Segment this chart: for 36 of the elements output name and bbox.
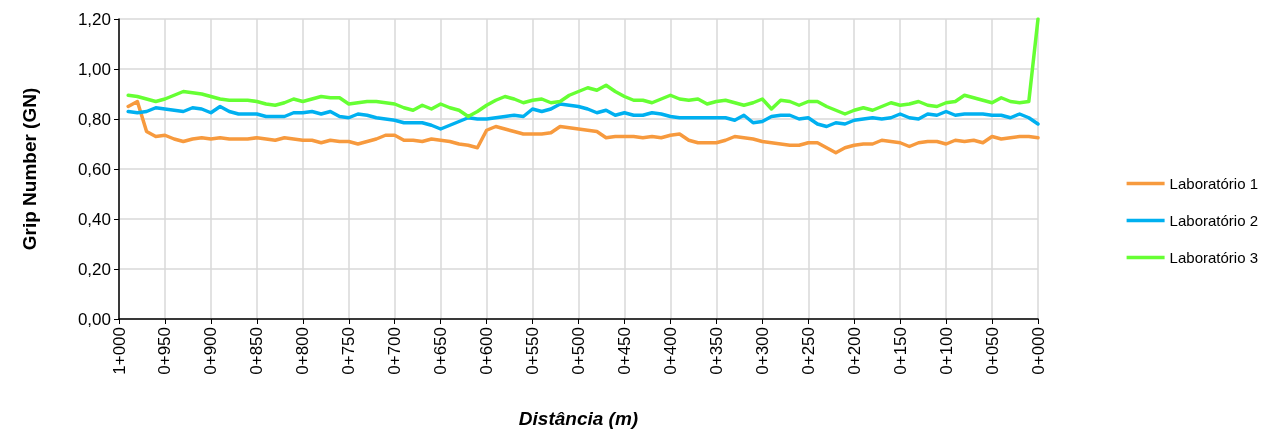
x-tick-label: 0+500: [569, 327, 588, 375]
x-tick-label: 0+300: [752, 327, 772, 375]
x-tick-label: 0+050: [982, 327, 1002, 375]
legend-label: Laboratório 3: [1169, 249, 1259, 266]
y-tick-label: 0,00: [77, 309, 111, 329]
x-tick-label: 0+150: [890, 327, 910, 375]
legend-label: Laboratório 2: [1169, 212, 1259, 229]
line-series: [126, 102, 1040, 131]
legend-label: Laboratório 1: [1169, 175, 1259, 192]
x-tick-label: 0+400: [660, 327, 680, 375]
x-tick-label: 0+450: [614, 327, 634, 375]
x-tick-label: 0+650: [431, 327, 451, 375]
x-tick-label: 0+550: [523, 327, 543, 375]
x-tick-label: 0+700: [385, 327, 405, 375]
x-tick-label: 0+900: [201, 327, 221, 375]
x-tick-label: 0+350: [706, 327, 726, 375]
y-axis-title: Grip Number (GN): [19, 87, 40, 251]
y-tick-label: 0,20: [77, 259, 111, 279]
x-tick-label: 0+200: [844, 327, 864, 375]
y-tick-label: 0,40: [77, 209, 111, 229]
y-tick-label: 1,00: [77, 59, 111, 79]
x-tick-label: 0+000: [1028, 327, 1048, 375]
y-tick-label: 1,20: [77, 9, 111, 29]
line-series: [126, 17, 1040, 119]
y-tick-label: 0,60: [77, 159, 111, 179]
x-tick-label: 0+800: [293, 327, 313, 375]
line-series: [126, 99, 1040, 155]
x-tick-label: 0+750: [339, 327, 359, 375]
x-tick-label: 0+250: [798, 327, 818, 375]
x-tick-label: 0+600: [477, 327, 497, 375]
x-tick-label: 1+000: [109, 327, 129, 375]
x-tick-label: 0+100: [936, 327, 956, 375]
x-tick-label: 0+850: [247, 327, 267, 375]
y-tick-label: 0,80: [77, 109, 111, 129]
x-tick-label: 0+950: [155, 327, 175, 375]
x-axis-title: Distância (m): [518, 408, 639, 429]
